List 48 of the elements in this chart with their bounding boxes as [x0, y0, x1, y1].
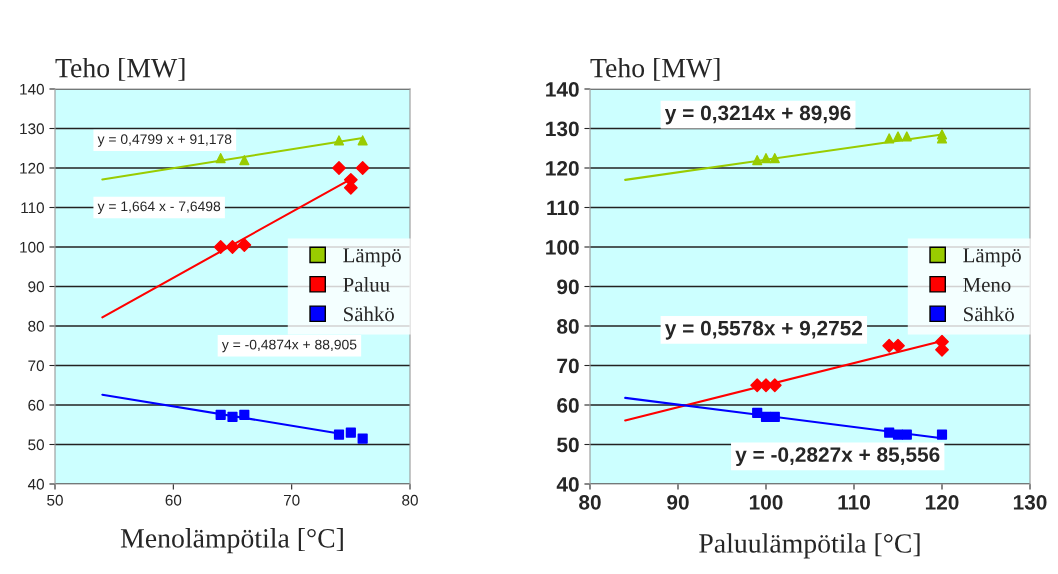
y-tick-label: 90	[557, 279, 579, 295]
annotation: y = 0,5578x + 9,2752	[664, 320, 863, 340]
y-tick-label: 110	[21, 202, 44, 214]
y-tick-label: 40	[27, 478, 44, 490]
legend-label: Sähkö	[964, 306, 1014, 322]
legend-label: Lämpö	[343, 248, 401, 267]
y-axis-title: Teho [MW]	[55, 57, 185, 81]
y-tick-label: 60	[557, 398, 579, 413]
x-tick-label: 70	[283, 494, 300, 506]
y-tick-label: 130	[546, 121, 579, 137]
x-tick-label: 90	[667, 494, 689, 510]
legend-label: Sähkö	[344, 306, 394, 322]
x-tick-label: 120	[925, 494, 959, 510]
x-axis-title: Menolämpötila [°C]	[120, 528, 343, 554]
y-tick-label: 60	[28, 399, 44, 411]
y-tick-label: 90	[28, 281, 44, 293]
x-tick-label: 80	[579, 494, 601, 510]
x-tick-label: 110	[838, 494, 870, 510]
y-tick-label: 80	[28, 320, 44, 332]
y-tick-label: 70	[557, 358, 579, 374]
x-tick-label: 130	[1013, 494, 1047, 510]
y-tick-label: 120	[20, 162, 44, 174]
annotation: y = 1,664 x - 7,6498	[97, 201, 221, 214]
x-tick-label: 60	[165, 494, 182, 506]
x-tick-label: 50	[47, 494, 63, 506]
y-tick-label: 140	[20, 83, 44, 95]
y-tick-label: 80	[557, 319, 579, 334]
y-tick-label: 70	[28, 360, 44, 372]
annotation: y = -0,2827x + 85,556	[735, 447, 940, 467]
y-tick-label: 120	[546, 161, 579, 176]
annotation: y = 0,3214x + 89,96	[664, 105, 851, 125]
y-axis-title: Teho [MW]	[590, 57, 720, 81]
legend-label: Lämpö	[963, 248, 1021, 267]
x-tick-label: 100	[749, 494, 783, 510]
x-axis-title: Paluulämpötila [°C]	[699, 533, 920, 559]
x-tick-label: 80	[402, 494, 418, 506]
y-tick-label: 100	[546, 240, 579, 255]
y-tick-label: 140	[546, 82, 579, 97]
y-tick-label: 110	[547, 200, 579, 216]
y-tick-label: 130	[20, 123, 44, 135]
y-tick-label: 50	[557, 437, 579, 453]
y-tick-label: 40	[556, 477, 579, 492]
annotation: y = 0,4799 x + 91,178	[97, 134, 232, 147]
legend-label: Paluu	[343, 277, 390, 292]
annotation: y = -0,4874x + 88,905	[221, 339, 357, 353]
legend-label: Meno	[963, 277, 1011, 292]
y-tick-label: 100	[20, 241, 44, 253]
y-tick-label: 50	[28, 439, 44, 451]
